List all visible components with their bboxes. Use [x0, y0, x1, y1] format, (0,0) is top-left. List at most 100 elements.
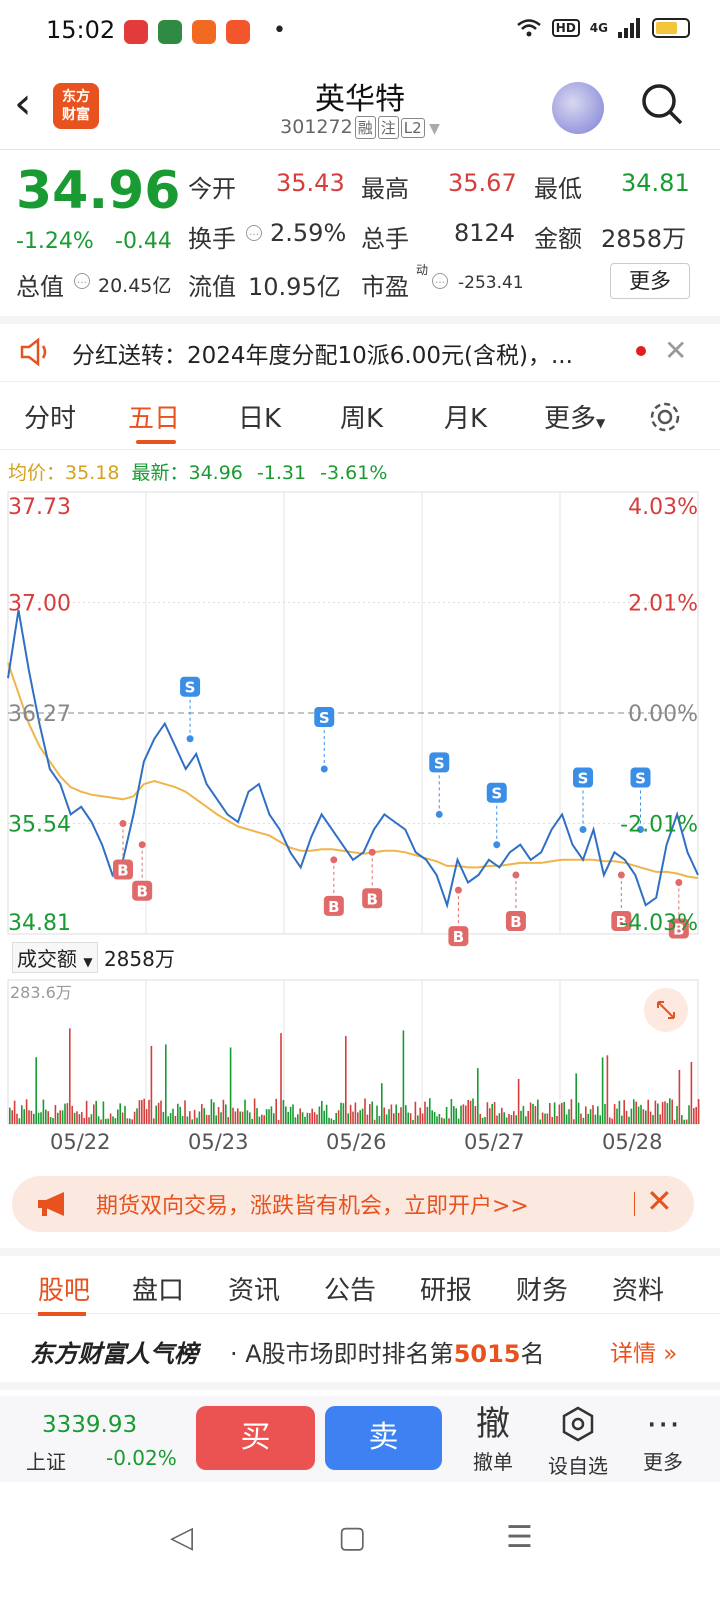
- volume-border: [7, 979, 699, 1125]
- tab-news[interactable]: 资讯: [228, 1276, 281, 1306]
- volume-bar: [203, 1108, 205, 1124]
- recents-nav-icon[interactable]: ☰: [506, 1520, 533, 1555]
- gear-icon[interactable]: [646, 398, 684, 436]
- expand-icon[interactable]: [644, 988, 688, 1032]
- info-icon[interactable]: …: [246, 225, 262, 241]
- volume-bar: [580, 1113, 582, 1124]
- volume-header: 成交额 ▼ 2858万: [12, 942, 175, 973]
- volume-bar: [143, 1098, 145, 1124]
- volume-bar: [474, 1105, 477, 1124]
- volume-bar: [249, 1112, 251, 1124]
- avg-line: [7, 662, 699, 879]
- tab-more[interactable]: 更多▼: [544, 398, 605, 435]
- back-nav-icon[interactable]: ◁: [170, 1520, 194, 1555]
- chevron-down-icon[interactable]: ▼: [424, 121, 440, 137]
- volume-bar: [577, 1102, 580, 1124]
- volume-bar: [457, 1118, 460, 1124]
- robot-assistant-icon[interactable]: [552, 82, 604, 134]
- status-icons: HD 4G: [516, 18, 690, 38]
- volume-bar: [261, 1114, 263, 1124]
- volume-bar: [311, 1108, 313, 1124]
- volume-bar: [541, 1112, 544, 1124]
- volume-bar: [172, 1108, 174, 1124]
- volume-bar: [409, 1113, 412, 1124]
- tab-five-day[interactable]: 五日: [128, 404, 181, 434]
- volume-bar: [424, 1101, 426, 1124]
- volume-bar: [465, 1105, 467, 1124]
- marker-dot: [186, 735, 194, 743]
- more-button[interactable]: ⋯ 更多: [628, 1402, 698, 1475]
- sell-marker: [429, 752, 450, 773]
- oppo-app-icon: [158, 20, 182, 44]
- close-icon[interactable]: ✕: [664, 334, 688, 367]
- dividend-notice[interactable]: 分红送转：2024年度分配10派6.00元(含税)，... ✕: [0, 316, 720, 382]
- volume-bar: [568, 1109, 570, 1124]
- buy-marker: [611, 910, 632, 931]
- info-icon[interactable]: …: [432, 273, 448, 289]
- sell-marker: [180, 676, 201, 697]
- volume-bar: [501, 1107, 503, 1124]
- volume-bar: [318, 1106, 321, 1124]
- buy-button[interactable]: 买: [196, 1406, 315, 1470]
- close-icon[interactable]: ✕: [646, 1182, 673, 1220]
- turnover-value: 2.59%: [270, 219, 347, 247]
- sell-marker: [630, 767, 651, 788]
- index-name[interactable]: 上证: [26, 1450, 66, 1474]
- volume-bar: [155, 1105, 157, 1124]
- buy-marker: [132, 880, 153, 901]
- futures-ad-banner[interactable]: 期货双向交易，涨跌皆有机会，立即开户>> ✕: [12, 1176, 694, 1232]
- volume-bar: [433, 1112, 436, 1124]
- registration-tag: 注: [377, 116, 399, 139]
- buy-marker: [362, 888, 383, 909]
- marker-dot: [119, 820, 127, 827]
- cancel-order-button[interactable]: 撤 撤单: [458, 1402, 528, 1475]
- index-value[interactable]: 3339.93: [42, 1412, 138, 1438]
- caret-down-icon: ▼: [83, 955, 93, 969]
- tab-finance[interactable]: 财务: [516, 1276, 569, 1306]
- volume-bar: [551, 1117, 553, 1124]
- volume-bar: [640, 1104, 642, 1124]
- volume-label: 总手: [361, 225, 409, 253]
- volume-bar: [114, 1118, 117, 1124]
- volume-bar: [522, 1105, 525, 1124]
- volume-bar: [467, 1100, 469, 1124]
- tab-announcements[interactable]: 公告: [324, 1276, 377, 1306]
- info-icon[interactable]: …: [74, 273, 90, 289]
- tab-intraday[interactable]: 分时: [24, 404, 77, 434]
- megaphone-icon: [38, 1192, 64, 1216]
- volume-bar: [393, 1113, 395, 1124]
- volume-bar: [165, 1044, 167, 1124]
- search-icon[interactable]: [640, 82, 684, 126]
- rank-details-link[interactable]: 详情 »: [610, 1334, 677, 1368]
- more-stats-button[interactable]: 更多: [610, 263, 690, 299]
- back-icon[interactable]: ‹: [14, 78, 32, 129]
- volume-bar: [469, 1100, 472, 1124]
- volume-bar: [558, 1104, 561, 1124]
- tab-monthly-k[interactable]: 月K: [444, 404, 488, 434]
- add-watchlist-button[interactable]: 设自选: [543, 1402, 613, 1479]
- volume-bar: [421, 1113, 424, 1124]
- tab-weekly-k[interactable]: 周K: [340, 404, 384, 434]
- popularity-rank[interactable]: 东方财富人气榜 · A股市场即时排名第5015名 详情 »: [0, 1314, 720, 1390]
- volume-bar: [697, 1099, 700, 1124]
- sell-button[interactable]: 卖: [325, 1406, 442, 1470]
- tab-profile[interactable]: 资料: [612, 1276, 665, 1306]
- home-nav-icon[interactable]: ▢: [338, 1520, 367, 1555]
- volume-bar: [486, 1102, 489, 1124]
- volume-bar: [119, 1103, 121, 1124]
- tab-orderbook[interactable]: 盘口: [132, 1276, 185, 1306]
- volume-bar: [95, 1100, 97, 1124]
- open-value: 35.43: [276, 169, 345, 197]
- marker-label: B: [136, 883, 147, 901]
- volume-bar: [628, 1116, 630, 1124]
- buy-marker: [448, 926, 469, 947]
- tab-forum[interactable]: 股吧: [38, 1276, 91, 1306]
- volume-bar: [280, 1033, 282, 1124]
- volume-indicator-select[interactable]: 成交额 ▼: [12, 942, 98, 973]
- tab-daily-k[interactable]: 日K: [238, 404, 282, 434]
- eastmoney-logo[interactable]: 东方 财富: [53, 83, 99, 129]
- volume-bar: [515, 1115, 517, 1124]
- tab-research[interactable]: 研报: [420, 1276, 473, 1306]
- volume-bar: [676, 1106, 678, 1124]
